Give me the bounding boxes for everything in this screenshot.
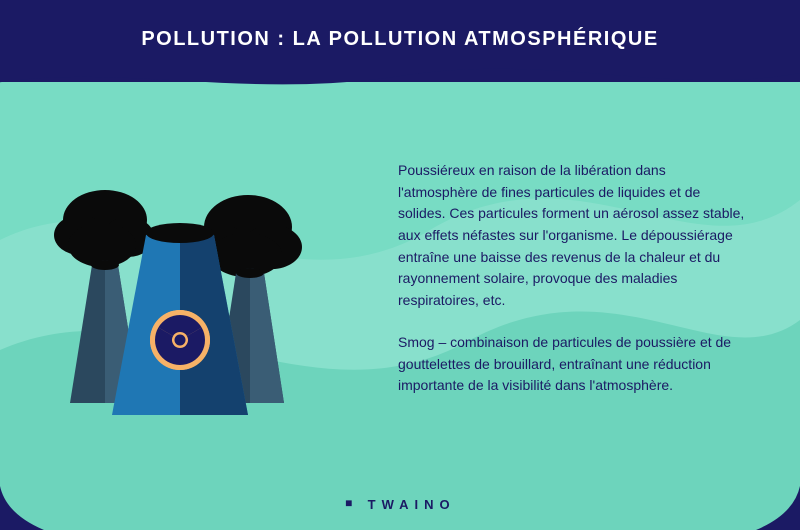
brand-diamond-icon: ◆	[342, 497, 359, 514]
page-title: POLLUTION : LA POLLUTION ATMOSPHÉRIQUE	[0, 28, 800, 51]
paragraph-1: Poussiéreux en raison de la libération d…	[398, 160, 748, 312]
body-copy: Poussiéreux en raison de la libération d…	[398, 160, 748, 417]
corner-bottom-right	[756, 486, 800, 530]
smoke-cloud-left-icon	[54, 190, 154, 267]
pollution-illustration	[50, 165, 310, 425]
brand-text: TWAINO	[368, 497, 456, 512]
paragraph-2: Smog – combinaison de particules de pous…	[398, 332, 748, 397]
corner-bottom-left	[0, 486, 44, 530]
brand-mark: ◆ TWAINO	[0, 497, 800, 512]
